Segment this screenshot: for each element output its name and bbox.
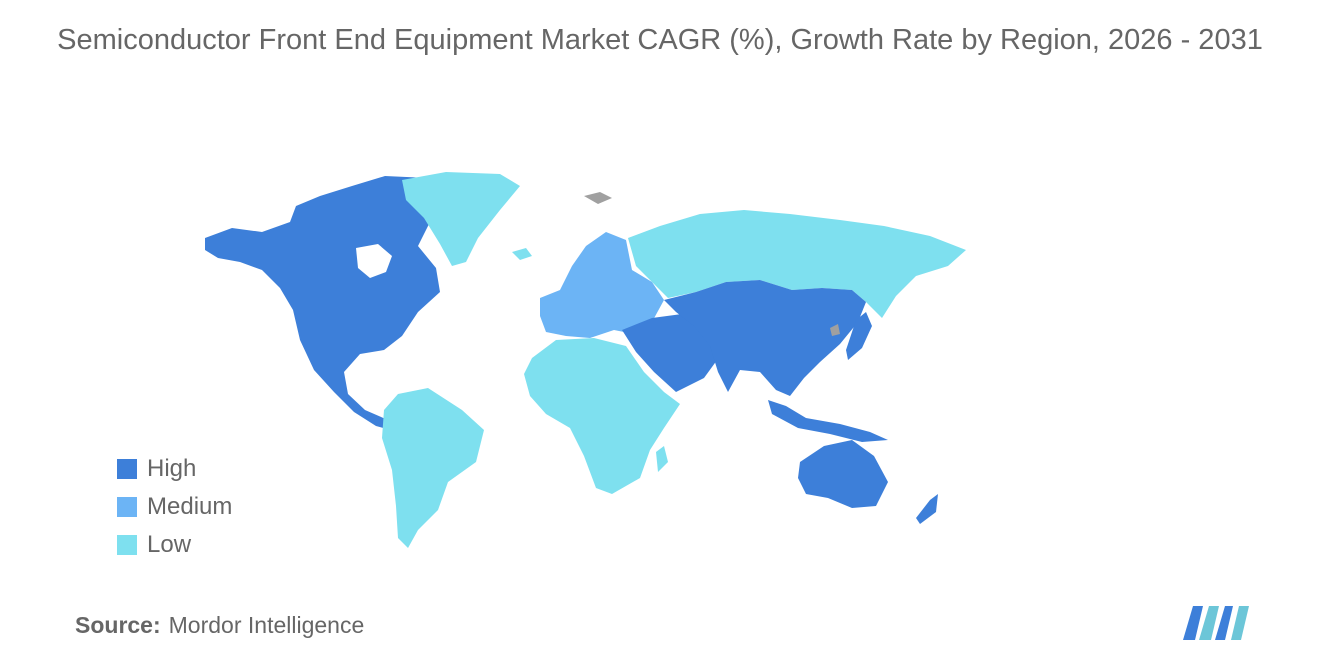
region-north-america [205,176,440,432]
legend: High Medium Low [117,450,232,564]
region-middle-east [622,314,720,392]
region-madagascar [656,446,668,472]
region-africa [524,338,680,494]
region-russia [628,210,966,318]
legend-swatch-high [117,459,137,479]
legend-label-high: High [147,455,197,482]
legend-swatch-low [117,535,137,555]
legend-label-low: Low [147,531,192,558]
region-greenland [402,172,520,266]
region-south-america [382,388,484,548]
region-australia [798,440,888,508]
region-japan [846,312,872,360]
source-line: Source: Mordor Intelligence [75,612,364,639]
region-new-zealand [916,494,938,524]
chart-title: Semiconductor Front End Equipment Market… [57,24,1263,56]
legend-label-medium: Medium [147,493,233,520]
region-europe [540,232,664,338]
legend-swatch-medium [117,497,137,517]
legend-item-medium: Medium [117,488,232,526]
region-iceland [512,248,532,260]
source-label: Source: [75,612,161,638]
legend-item-high: High [117,450,232,488]
hudson-bay [356,244,392,278]
mordor-intelligence-logo [1183,606,1249,640]
region-no-data [584,192,612,204]
region-asia [664,280,866,396]
region-no-data-korea [830,324,840,336]
source-text: Mordor Intelligence [168,612,365,638]
legend-item-low: Low [117,526,232,564]
region-southeast-asia [768,400,888,442]
